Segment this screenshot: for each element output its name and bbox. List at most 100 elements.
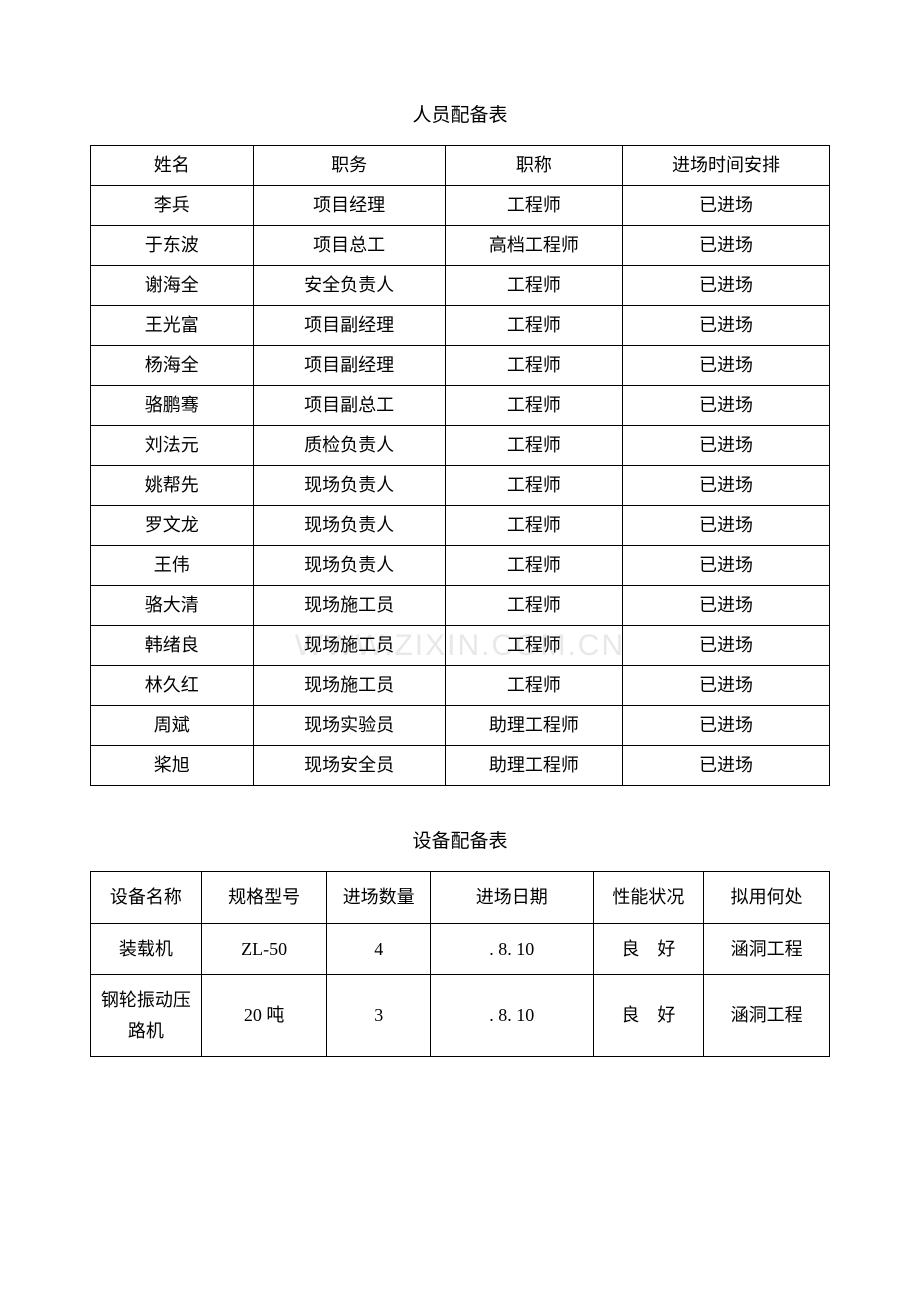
cell-text: 工程师 <box>507 435 561 455</box>
cell-text: 项目副经理 <box>304 315 394 335</box>
table-cell: 项目副总工 <box>253 386 445 426</box>
table-cell: 已进场 <box>623 706 830 746</box>
personnel-table: 姓名职务职称进场时间安排李兵项目经理工程师已进场于东波项目总工高档工程师已进场谢… <box>90 145 830 786</box>
cell-text: 工程师 <box>507 315 561 335</box>
table-header-cell: 职称 <box>445 146 622 186</box>
cell-text: 现场负责人 <box>304 555 394 575</box>
table-cell: 工程师 <box>445 546 622 586</box>
table-cell: 安全负责人 <box>253 266 445 306</box>
table-cell: 已进场 <box>623 186 830 226</box>
table-cell: 林久红 <box>91 666 254 706</box>
cell-text: 质检负责人 <box>304 435 394 455</box>
table-cell: 项目副经理 <box>253 306 445 346</box>
table-header-cell: 进场数量 <box>327 872 430 924</box>
cell-text: 已进场 <box>699 715 753 735</box>
cell-text: 现场施工员 <box>304 635 394 655</box>
table-row: 骆鹏骞 项目副总工 工程师 已进场 <box>91 386 830 426</box>
cell-text: 工程师 <box>507 395 561 415</box>
personnel-title: 人员配备表 <box>90 100 830 127</box>
table-cell: 良 好 <box>593 975 704 1057</box>
table-cell: 韩绪良 <box>91 626 254 666</box>
table-header-cell: 拟用何处 <box>704 872 830 924</box>
cell-text: 工程师 <box>507 275 561 295</box>
table-cell: 已进场 <box>623 506 830 546</box>
table-cell: 高档工程师 <box>445 226 622 266</box>
cell-text: 骆鹏骞 <box>145 395 199 415</box>
table-cell: 工程师 <box>445 266 622 306</box>
cell-text: 杨海全 <box>145 355 199 375</box>
cell-text: 已进场 <box>699 635 753 655</box>
table-cell: 周斌 <box>91 706 254 746</box>
table-header-cell: 性能状况 <box>593 872 704 924</box>
cell-text: 已进场 <box>699 435 753 455</box>
table-cell: 已进场 <box>623 466 830 506</box>
cell-text: 工程师 <box>507 195 561 215</box>
table-cell: 已进场 <box>623 586 830 626</box>
table-header-cell: 姓名 <box>91 146 254 186</box>
table-row: 钢轮振动压路机20 吨3. 8. 10良 好涵洞工程 <box>91 975 830 1057</box>
table-cell: 工程师 <box>445 586 622 626</box>
table-cell: 现场施工员 <box>253 666 445 706</box>
table-cell: 20 吨 <box>201 975 327 1057</box>
cell-text: 已进场 <box>699 675 753 695</box>
cell-text: 现场施工员 <box>304 595 394 615</box>
table-cell: 现场实验员 <box>253 706 445 746</box>
table-cell: 装载机 <box>91 923 202 975</box>
table-cell: 助理工程师 <box>445 706 622 746</box>
cell-text: 现场安全员 <box>304 755 394 775</box>
cell-text: 工程师 <box>507 355 561 375</box>
table-cell: 现场负责人 <box>253 506 445 546</box>
cell-text: 现场施工员 <box>304 675 394 695</box>
cell-text: 已进场 <box>699 195 753 215</box>
table-row: 桨旭现场安全员助理工程师已进场 <box>91 746 830 786</box>
cell-text: 王伟 <box>154 555 190 575</box>
table-row: 刘法元 质检负责人 工程师 已进场 <box>91 426 830 466</box>
table-cell: 已进场 <box>623 546 830 586</box>
cell-text: 已进场 <box>699 515 753 535</box>
cell-text: 项目副经理 <box>304 355 394 375</box>
cell-text: 骆大清 <box>145 595 199 615</box>
table-cell: 现场安全员 <box>253 746 445 786</box>
equipment-table: 设备名称规格型号进场数量进场日期性能状况拟用何处装载机ZL-504. 8. 10… <box>90 871 830 1057</box>
table-cell: 4 <box>327 923 430 975</box>
table-cell: 工程师 <box>445 426 622 466</box>
cell-text: 已进场 <box>699 395 753 415</box>
cell-text: 工程师 <box>507 515 561 535</box>
table-row: 韩绪良现场施工员工程师已进场 <box>91 626 830 666</box>
table-cell: 工程师 <box>445 346 622 386</box>
table-cell: 工程师 <box>445 186 622 226</box>
table-cell: 杨海全 <box>91 346 254 386</box>
table-header-row: 姓名职务职称进场时间安排 <box>91 146 830 186</box>
table-cell: 现场施工员 <box>253 586 445 626</box>
table-row: 装载机ZL-504. 8. 10良 好涵洞工程 <box>91 923 830 975</box>
table-cell: 已进场 <box>623 226 830 266</box>
cell-text: 现场负责人 <box>304 475 394 495</box>
table-cell: 助理工程师 <box>445 746 622 786</box>
table-cell: 已进场 <box>623 426 830 466</box>
table-row: 谢海全安全负责人工程师已进场 <box>91 266 830 306</box>
table-header-row: 设备名称规格型号进场数量进场日期性能状况拟用何处 <box>91 872 830 924</box>
table-cell: 已进场 <box>623 346 830 386</box>
cell-text: 姚帮先 <box>145 475 199 495</box>
table-cell: . 8. 10 <box>430 923 593 975</box>
table-header-cell: 规格型号 <box>201 872 327 924</box>
cell-text: 已进场 <box>699 555 753 575</box>
cell-text: 罗文龙 <box>145 515 199 535</box>
table-row: 于东波项目总工高档工程师已进场 <box>91 226 830 266</box>
cell-text: 刘法元 <box>145 435 199 455</box>
table-row: 周斌 现场实验员助理工程师 已进场 <box>91 706 830 746</box>
table-cell: 王光富 <box>91 306 254 346</box>
cell-text: 韩绪良 <box>145 635 199 655</box>
cell-text: 已进场 <box>699 235 753 255</box>
table-header-cell: 进场日期 <box>430 872 593 924</box>
cell-text: 助理工程师 <box>489 755 579 775</box>
table-cell: 工程师 <box>445 666 622 706</box>
table-cell: 工程师 <box>445 506 622 546</box>
table-cell: 涵洞工程 <box>704 975 830 1057</box>
table-row: 姚帮先现场负责人工程师已进场 <box>91 466 830 506</box>
personnel-tbody: 姓名职务职称进场时间安排李兵项目经理工程师已进场于东波项目总工高档工程师已进场谢… <box>91 146 830 786</box>
cell-text: 工程师 <box>507 595 561 615</box>
table-cell: 已进场 <box>623 266 830 306</box>
cell-text: 周斌 <box>154 715 190 735</box>
table-row: 李兵项目经理工程师已进场 <box>91 186 830 226</box>
